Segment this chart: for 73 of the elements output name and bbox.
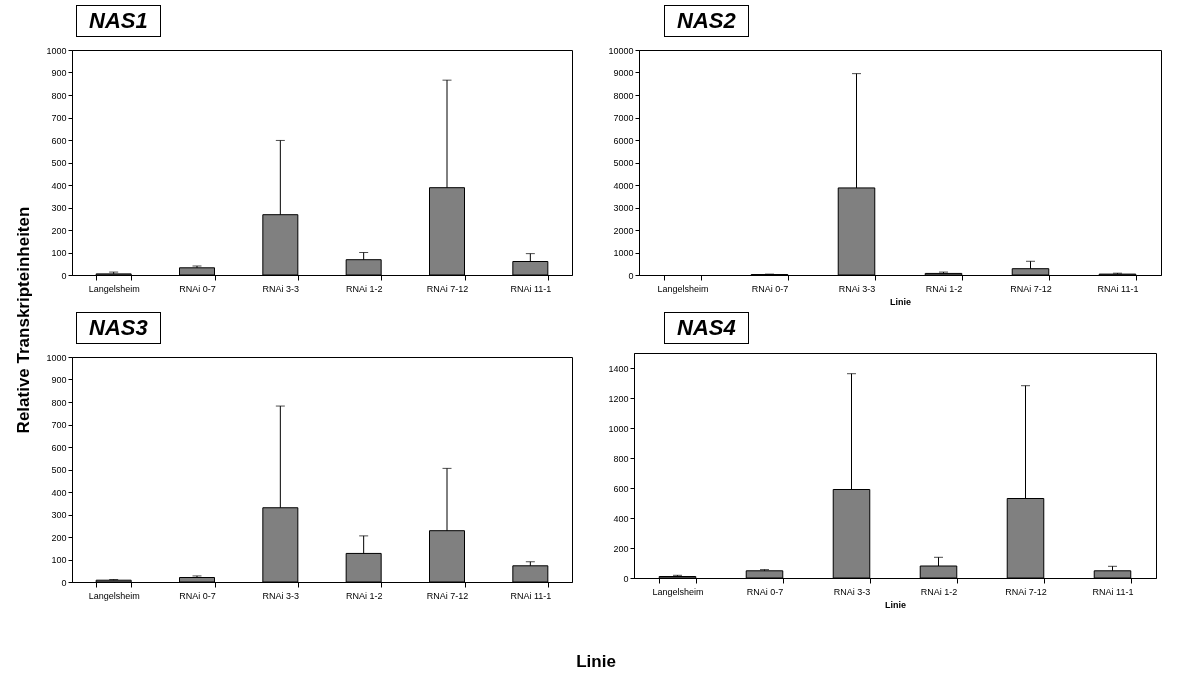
y-tick-label: 1200 xyxy=(608,393,629,404)
x-tick-label: RNAi 0-7 xyxy=(746,586,784,597)
x-axis-title: Linie xyxy=(576,652,616,672)
y-tick-label: 800 xyxy=(613,453,629,464)
y-tick-label: 0 xyxy=(628,270,634,281)
y-tick-label: 1000 xyxy=(613,248,634,258)
y-tick-label: 0 xyxy=(623,573,629,584)
x-tick-label: Langelsheim xyxy=(88,590,140,601)
y-tick-label: 800 xyxy=(51,90,67,101)
y-tick-label: 700 xyxy=(51,420,67,430)
x-tick-label: RNAi 3-3 xyxy=(262,590,300,601)
y-tick-label: 7000 xyxy=(613,113,634,123)
y-tick-label: 0 xyxy=(61,270,67,281)
y-tick-label: 900 xyxy=(51,68,67,78)
y-tick-label: 8000 xyxy=(613,90,634,101)
x-axis-title: Linie xyxy=(889,296,912,307)
x-tick-label: RNAi 7-12 xyxy=(1005,586,1047,597)
y-tick-label: 5000 xyxy=(613,158,634,168)
y-tick-label: 0 xyxy=(61,577,67,588)
x-tick-label: RNAi 1-2 xyxy=(345,283,383,294)
y-tick-label: 200 xyxy=(613,543,629,554)
x-axis-title: Linie xyxy=(884,599,907,610)
y-tick-label: 3000 xyxy=(613,203,634,213)
x-tick-label: RNAi 11-1 xyxy=(1097,283,1139,294)
y-tick-label: 10000 xyxy=(608,45,634,56)
x-tick-label: RNAi 11-1 xyxy=(1092,586,1134,597)
y-tick-label: 600 xyxy=(51,135,67,146)
y-tick-label: 100 xyxy=(51,248,67,258)
x-tick-label: RNAi 7-12 xyxy=(426,590,469,601)
x-tick-label: RNAi 1-2 xyxy=(920,586,958,597)
y-tick-label: 800 xyxy=(51,397,67,408)
y-tick-label: 9000 xyxy=(613,68,634,78)
y-tick-label: 1400 xyxy=(608,363,629,374)
x-tick-label: RNAi 3-3 xyxy=(838,283,876,294)
y-tick-label: 1000 xyxy=(46,352,67,363)
x-tick-label: RNAi 1-2 xyxy=(925,283,963,294)
x-tick-label: RNAi 11-1 xyxy=(510,590,552,601)
x-tick-label: RNAi 11-1 xyxy=(510,283,552,294)
y-tick-label: 300 xyxy=(51,510,67,520)
chart-title: NAS4 xyxy=(664,312,749,344)
y-tick-label: 200 xyxy=(51,532,67,543)
y-tick-label: 2000 xyxy=(613,225,634,236)
x-tick-label: RNAi 0-7 xyxy=(179,590,216,601)
y-tick-label: 500 xyxy=(51,158,67,168)
chart-title: NAS3 xyxy=(76,312,161,344)
y-tick-label: 200 xyxy=(51,225,67,236)
x-tick-label: Langelsheim xyxy=(657,283,709,294)
y-tick-label: 700 xyxy=(51,113,67,123)
y-tick-label: 900 xyxy=(51,375,67,385)
y-tick-label: 600 xyxy=(51,442,67,453)
y-tick-label: 400 xyxy=(51,180,67,191)
x-tick-label: RNAi 0-7 xyxy=(751,283,789,294)
y-tick-label: 400 xyxy=(613,513,629,524)
x-tick-label: RNAi 0-7 xyxy=(179,283,216,294)
x-tick-label: RNAi 3-3 xyxy=(262,283,300,294)
x-tick-label: RNAi 3-3 xyxy=(833,586,871,597)
y-tick-label: 600 xyxy=(613,483,629,494)
y-tick-label: 500 xyxy=(51,465,67,475)
y-tick-label: 300 xyxy=(51,203,67,213)
y-tick-label: 400 xyxy=(51,487,67,498)
x-tick-label: RNAi 7-12 xyxy=(426,283,469,294)
x-tick-label: RNAi 1-2 xyxy=(345,590,383,601)
x-tick-label: Langelsheim xyxy=(652,586,704,597)
y-tick-label: 1000 xyxy=(608,423,629,434)
chart-title: NAS1 xyxy=(76,5,161,37)
chart-title: NAS2 xyxy=(664,5,749,37)
x-tick-label: Langelsheim xyxy=(88,283,140,294)
y-axis-title: Relative Transkripteinheiten xyxy=(14,206,34,434)
y-tick-label: 100 xyxy=(51,555,67,565)
y-tick-label: 4000 xyxy=(613,180,634,191)
y-tick-label: 6000 xyxy=(613,135,634,146)
x-tick-label: RNAi 7-12 xyxy=(1010,283,1052,294)
y-tick-label: 1000 xyxy=(46,45,67,56)
